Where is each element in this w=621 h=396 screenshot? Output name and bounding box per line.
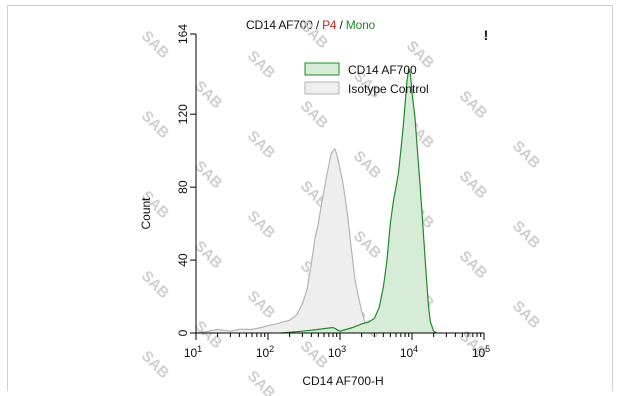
y-tick-label: 80: [176, 180, 190, 194]
axes-layer: 0 40 80 120 164 101 102 103 104 105 CD14 AF700-H Co…: [139, 24, 490, 388]
cd14-af700-line: [280, 68, 438, 334]
watermark-text: SAB: [456, 168, 491, 203]
watermark-text: SAB: [297, 18, 332, 53]
watermark-text: SAB: [138, 108, 173, 143]
isotype-control-fill: [196, 148, 380, 333]
legend-label: Isotype Control: [348, 82, 429, 96]
watermark-text: SAB: [244, 48, 279, 83]
title-parameter: CD14 AF700: [245, 18, 313, 32]
x-tick-label: 101: [184, 344, 202, 360]
watermark-text: SAB: [350, 148, 385, 183]
y-axis-label: Count: [139, 197, 153, 230]
watermark-text: SAB: [297, 338, 332, 373]
watermark-text: SAB: [509, 298, 544, 333]
x-tick-label: 103: [328, 344, 346, 360]
watermark-text: SAB: [456, 88, 491, 123]
chart-panel: [7, 5, 613, 391]
watermark-text: SAB: [297, 98, 332, 133]
watermark-text: SAB: [244, 288, 279, 323]
y-tick-label: 40: [176, 253, 190, 267]
watermark-text: SAB: [509, 138, 544, 173]
watermark-text: SAB: [138, 28, 173, 63]
x-tick-label: 102: [256, 344, 274, 360]
y-tick-label: 120: [176, 104, 190, 124]
title-separator-1: /: [312, 18, 323, 32]
x-tick-label: 104: [400, 344, 418, 360]
title-gate: P4: [322, 18, 337, 32]
watermark-text: SAB: [244, 128, 279, 163]
y-tick-label: 0: [176, 329, 190, 336]
legend-swatch: [304, 62, 340, 76]
legend-label: CD14 AF700: [348, 63, 417, 77]
x-tick-label: 105: [472, 344, 490, 360]
watermark-text: SAB: [350, 228, 385, 263]
legend: CD14 AF700 Isotype Control: [304, 62, 429, 96]
title-population: Mono: [345, 18, 376, 32]
watermark-text: SAB: [509, 218, 544, 253]
watermark-text: SAB: [244, 208, 279, 243]
corner-mark: !: [484, 27, 489, 43]
watermark-text: SAB: [456, 248, 491, 283]
isotype-control-line: [195, 147, 380, 334]
watermark-text: SAB: [244, 368, 279, 396]
legend-swatch: [304, 81, 340, 95]
y-tick-label: 164: [176, 24, 190, 44]
watermark-text: SAB: [138, 348, 173, 383]
watermark-text: SAB: [138, 268, 173, 303]
plot-area: [195, 68, 438, 334]
cd14-af700-fill: [280, 68, 437, 333]
x-axis-label: CD14 AF700-H: [302, 374, 383, 388]
chart-title: CD14 AF700 / P4 / Mono: [0, 18, 621, 32]
title-separator-2: /: [336, 18, 346, 32]
